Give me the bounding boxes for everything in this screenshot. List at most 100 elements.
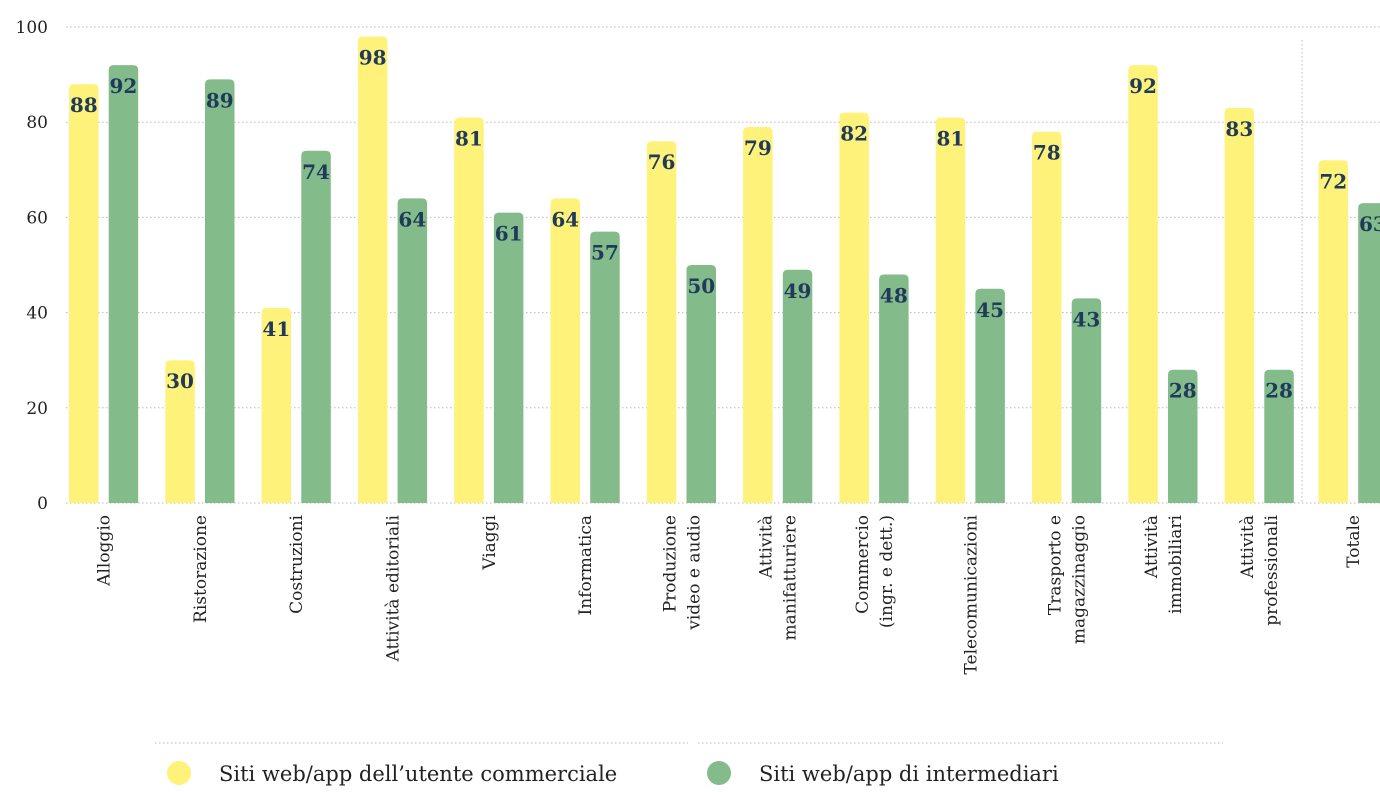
category-label-line: (ingr. e dett.) [877, 515, 897, 628]
bar-series-1 [935, 117, 966, 503]
category-label: Viaggi [480, 514, 500, 570]
bar-series-1 [1032, 131, 1062, 503]
data-label-series-2: 63 [1359, 212, 1380, 236]
bar-series-1 [550, 198, 580, 504]
data-label-series-1: 88 [70, 93, 98, 117]
category-label-line: immobiliari [1166, 514, 1186, 613]
category-label: Costruzioni [287, 514, 307, 613]
category-label: Telecomunicazioni [961, 514, 981, 674]
data-label-series-2: 48 [880, 284, 908, 308]
category-label-line: Ristorazione [191, 515, 211, 623]
data-label-series-1: 98 [359, 46, 387, 70]
category-label-line: Trasporto e [1046, 515, 1066, 615]
data-label-series-2: 74 [302, 160, 330, 184]
bar-series-1 [839, 112, 869, 504]
bar-series-2 [301, 150, 331, 503]
y-tick-label: 60 [26, 208, 48, 228]
data-labels: 88 92 30 89 41 74 98 64 81 61 64 57 76 50 79 49 82 48 81 45… [70, 46, 1380, 403]
y-tick-label: 20 [26, 399, 48, 419]
bar-series-2 [397, 198, 428, 504]
data-label-series-1: 81 [455, 126, 483, 150]
bar-series-2 [1358, 203, 1380, 503]
bar-series-1 [1224, 107, 1255, 504]
bar-series-2 [1071, 298, 1102, 503]
category-label-line: professionali [1262, 514, 1282, 625]
category-label-line: Attività [1238, 515, 1258, 579]
category-label: Attività manifatturiere [757, 515, 801, 641]
category-label-line: Produzione [660, 515, 680, 612]
category-label: Attività immobiliari [1142, 514, 1186, 613]
category-label-line: video e audio [684, 515, 704, 631]
data-label-series-2: 50 [687, 274, 715, 298]
data-label-series-2: 45 [976, 298, 1004, 322]
category-label-line: Alloggio [95, 515, 115, 587]
data-label-series-2: 28 [1265, 379, 1293, 403]
category-label: Trasporto e magazzinaggio [1046, 515, 1090, 644]
legend-label-series-2: Siti web/app di intermediari [759, 762, 1059, 786]
data-label-series-1: 82 [840, 122, 868, 146]
category-label-line: Attività [757, 515, 777, 579]
category-label-line: Costruzioni [287, 514, 307, 613]
data-label-series-2: 49 [784, 279, 812, 303]
data-label-series-1: 81 [937, 126, 965, 150]
category-label: Attività professionali [1238, 514, 1282, 625]
data-label-series-2: 92 [110, 74, 138, 98]
bar-series-1 [646, 141, 677, 504]
data-label-series-1: 41 [262, 317, 290, 341]
legend-label-series-1: Siti web/app dell’utente commerciale [219, 762, 617, 786]
bar-series-2 [590, 231, 620, 503]
category-label: Attività editoriali [384, 514, 404, 662]
bar-series-2 [205, 79, 235, 504]
data-label-series-1: 78 [1033, 141, 1061, 165]
bar-series-1 [1128, 65, 1158, 503]
data-label-series-1: 72 [1319, 169, 1347, 193]
category-label: Produzione video e audio [660, 515, 704, 631]
data-label-series-2: 57 [591, 241, 619, 265]
category-label-line: Attività editoriali [384, 514, 404, 662]
category-label: Totale [1344, 515, 1364, 568]
category-label-line: Commercio [853, 515, 873, 614]
data-label-series-1: 30 [166, 369, 194, 393]
gridlines [66, 26, 1380, 504]
category-label-line: Telecomunicazioni [961, 514, 981, 674]
category-label: Informatica [576, 515, 596, 616]
data-label-series-1: 64 [551, 207, 579, 231]
bar-series-1 [357, 36, 388, 504]
category-label: Commercio (ingr. e dett.) [853, 515, 897, 628]
bar-series-1 [454, 117, 484, 503]
category-label-line: Attività [1142, 515, 1162, 579]
category-label: Ristorazione [191, 515, 211, 623]
data-label-series-2: 43 [1073, 307, 1101, 331]
y-tick-label: 100 [16, 18, 48, 38]
bar-series-2 [493, 212, 524, 503]
bar-series-2 [1264, 369, 1294, 503]
data-label-series-1: 83 [1225, 117, 1253, 141]
data-label-series-1: 76 [648, 150, 676, 174]
legend: Siti web/app dell’utente commerciale Sit… [155, 742, 1223, 786]
data-label-series-1: 92 [1129, 74, 1157, 98]
bar-series-2 [686, 265, 716, 503]
data-label-series-1: 79 [744, 136, 772, 160]
bar-series-2 [879, 274, 909, 503]
category-label-line: magazzinaggio [1070, 515, 1090, 644]
bar-series-1 [1318, 160, 1348, 503]
y-axis-ticks: 0 20 40 60 80 100 [16, 18, 48, 514]
category-label-line: Informatica [576, 515, 596, 616]
bars [69, 36, 1380, 504]
y-tick-label: 0 [37, 494, 48, 514]
y-tick-label: 80 [26, 113, 48, 133]
bar-series-2 [108, 65, 139, 503]
category-label-line: manifatturiere [781, 515, 801, 641]
category-label: Alloggio [95, 515, 115, 587]
bar-series-1 [261, 307, 292, 503]
data-label-series-2: 64 [398, 207, 426, 231]
bar-series-1 [165, 360, 195, 503]
bar-series-1 [69, 84, 99, 504]
category-label-line: Totale [1344, 515, 1364, 568]
y-tick-label: 40 [26, 304, 48, 324]
bar-series-2 [975, 288, 1005, 503]
bar-series-2 [1168, 369, 1198, 503]
data-label-series-2: 89 [206, 88, 234, 112]
data-label-series-2: 28 [1169, 379, 1197, 403]
